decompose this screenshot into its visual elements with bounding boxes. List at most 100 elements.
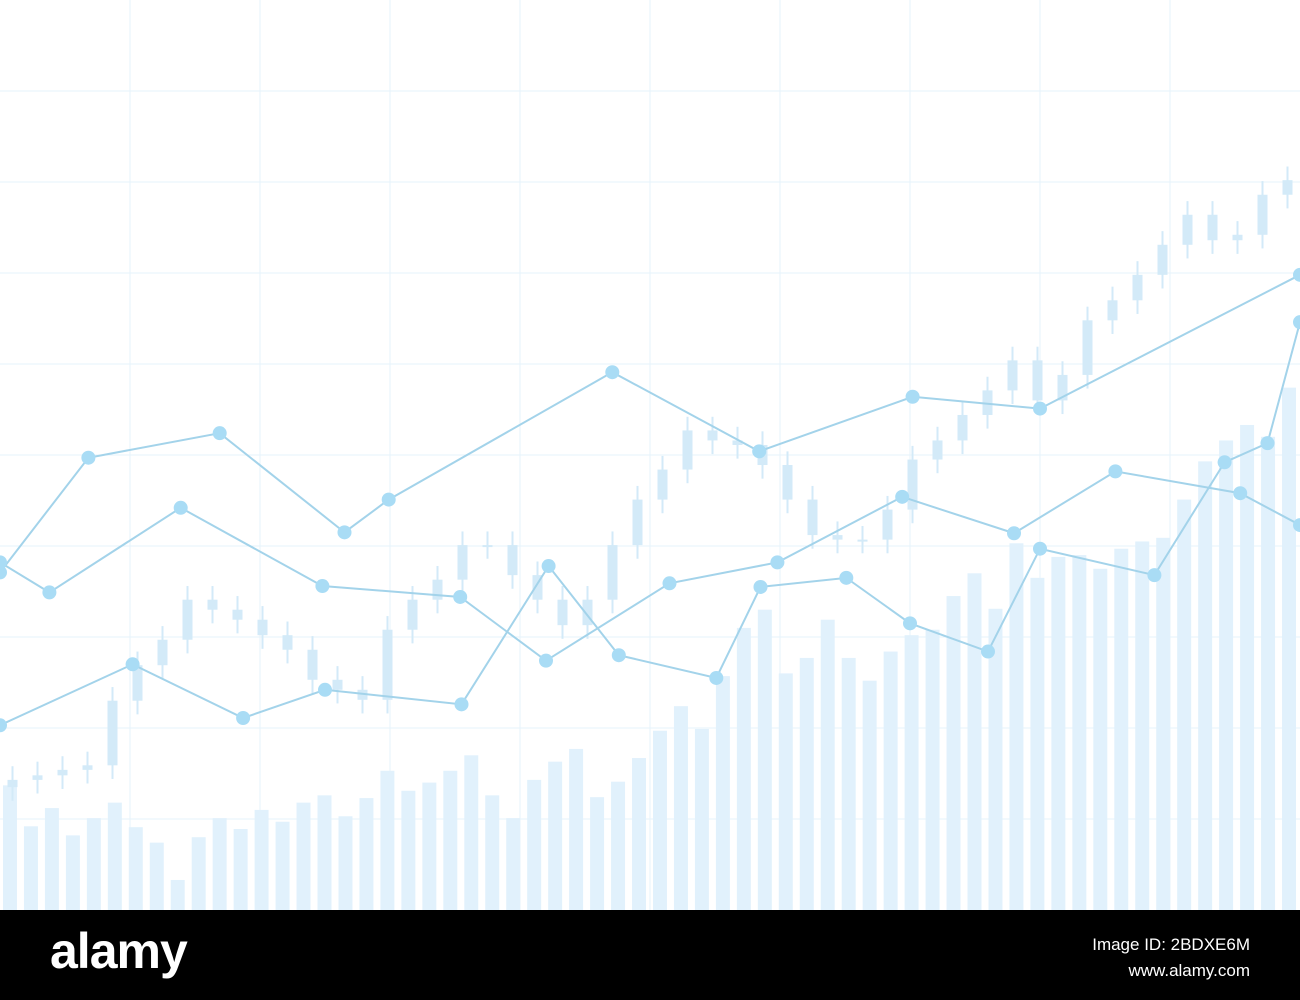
bar [694, 728, 709, 910]
point [1293, 267, 1300, 282]
bar [611, 781, 626, 910]
bar [317, 795, 332, 910]
bar [485, 795, 500, 910]
point [1033, 541, 1047, 556]
bar [799, 657, 814, 910]
candle-body [232, 609, 243, 620]
bar [107, 802, 122, 910]
candle-body [1057, 374, 1068, 401]
candle-body [282, 635, 293, 650]
candle-body [1282, 180, 1293, 195]
bar [778, 673, 793, 910]
bar [128, 827, 143, 910]
bar [673, 706, 688, 910]
candle-body [257, 619, 268, 636]
point [236, 710, 251, 725]
bar [1156, 537, 1171, 910]
bar [23, 826, 38, 910]
point [662, 576, 677, 591]
bar [275, 821, 290, 910]
bar [569, 748, 584, 910]
point [212, 426, 227, 441]
candle-body [1032, 360, 1043, 401]
bar [233, 829, 248, 910]
candle-body [807, 499, 818, 536]
point [173, 500, 188, 515]
candle-body [657, 469, 668, 500]
banner: alamy Image ID: 2BDXE6M www.alamy.com [0, 910, 1300, 1000]
candle-body [557, 599, 568, 626]
candle-body [1132, 274, 1143, 301]
candle-body [582, 599, 593, 626]
bar [904, 635, 919, 910]
bar [757, 609, 772, 910]
bar [401, 790, 416, 910]
point [315, 579, 330, 594]
point [1033, 401, 1047, 416]
point [605, 365, 620, 380]
bar [191, 837, 206, 910]
point [1217, 455, 1232, 470]
candle-body [382, 629, 393, 700]
point [1260, 436, 1275, 451]
bar [1072, 555, 1087, 910]
candle-body [732, 440, 743, 445]
bar [736, 627, 751, 910]
bar [212, 818, 227, 910]
candle-body [57, 769, 68, 776]
point [611, 648, 626, 663]
bar [359, 798, 374, 910]
point [1293, 518, 1300, 533]
point [752, 444, 767, 459]
candle-body [857, 539, 868, 542]
bar [1177, 499, 1192, 910]
point [981, 644, 995, 659]
bar [1261, 436, 1276, 910]
bar [820, 619, 835, 910]
bar [86, 818, 101, 910]
bar [967, 573, 982, 910]
candle-body [157, 639, 168, 666]
bar [1198, 461, 1213, 910]
candle-body [507, 545, 518, 576]
point [1147, 568, 1162, 583]
candle-body [482, 545, 493, 548]
point [0, 555, 7, 570]
point [0, 718, 7, 733]
point [381, 492, 396, 507]
candle-body [407, 599, 418, 630]
point [539, 653, 553, 668]
point [42, 585, 57, 600]
point [1007, 526, 1021, 541]
bar [715, 676, 730, 910]
bar [1009, 543, 1024, 910]
point [337, 525, 352, 540]
point [318, 682, 332, 697]
candle-body [457, 545, 468, 580]
point [1108, 464, 1123, 479]
candle-body [882, 509, 893, 540]
bar [548, 761, 563, 910]
candle-body [1182, 214, 1193, 245]
bar [1219, 440, 1234, 910]
candle-body [907, 459, 918, 510]
bar [44, 808, 59, 910]
bar [1030, 577, 1045, 910]
bar [1240, 424, 1255, 910]
line [0, 273, 1300, 574]
candle-body [132, 665, 143, 701]
point [903, 616, 917, 631]
bar [149, 842, 164, 910]
candle-body [932, 440, 943, 460]
bar [422, 782, 437, 910]
candle-body [307, 649, 318, 680]
bar [338, 816, 353, 910]
candle-body [982, 390, 993, 415]
image-meta: Image ID: 2BDXE6M www.alamy.com [1092, 932, 1250, 984]
bar [380, 770, 395, 910]
bar [632, 758, 646, 910]
candle-body [1107, 300, 1118, 321]
candle-body [107, 700, 118, 766]
point [1233, 486, 1248, 501]
